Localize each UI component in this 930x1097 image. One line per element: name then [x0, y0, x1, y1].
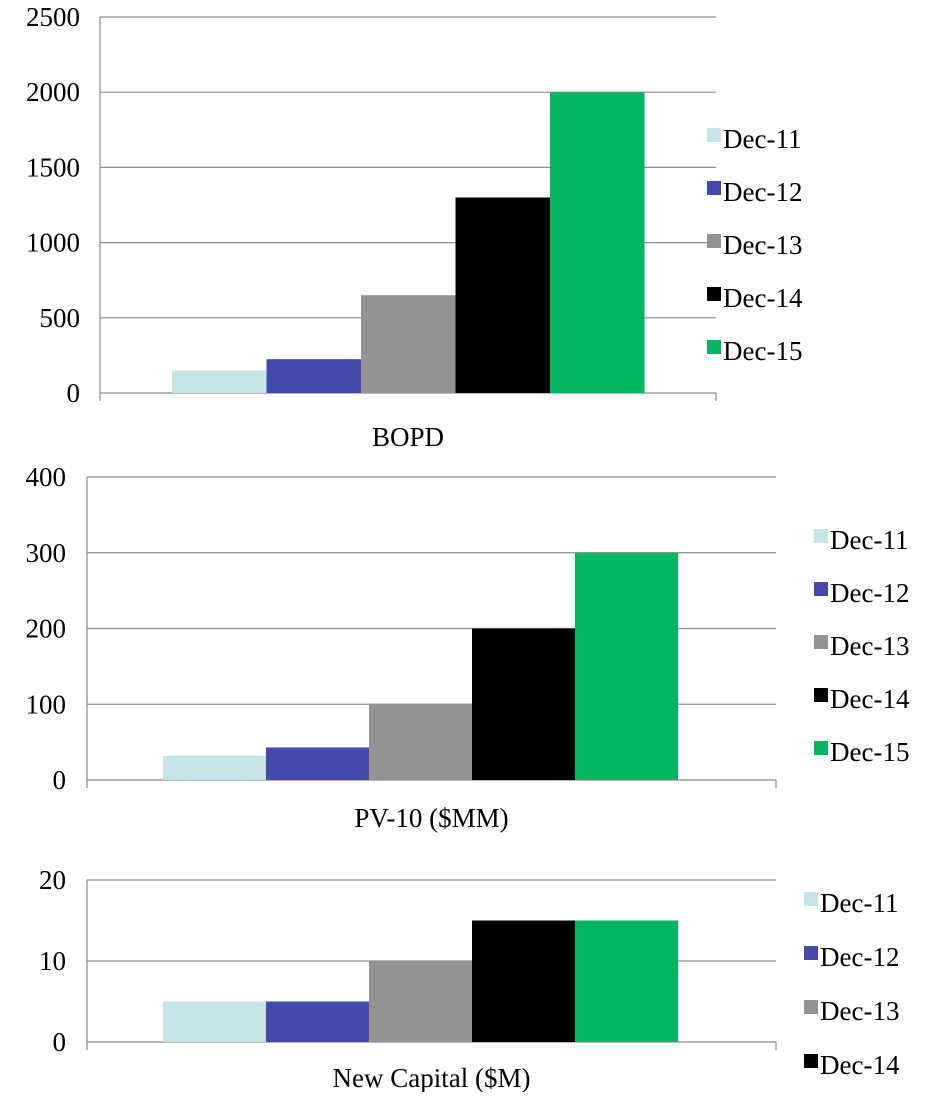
legend-label-dec-11: Dec-11 [723, 124, 801, 154]
legend-swatch-dec-12 [707, 181, 721, 195]
legend-swatch-dec-13 [707, 234, 721, 248]
y-tick-label: 0 [67, 378, 81, 408]
legend-swatch-dec-13 [814, 635, 828, 649]
bar-dec-13 [369, 961, 472, 1042]
legend-label-dec-12: Dec-12 [820, 942, 899, 972]
bar-dec-12 [266, 1001, 369, 1042]
y-tick-label: 10 [39, 946, 66, 976]
legend-label-dec-15: Dec-15 [830, 737, 909, 767]
category-label: PV-10 ($MM) [354, 803, 508, 833]
category-label: BOPD [372, 422, 444, 452]
legend-swatch-dec-15 [814, 741, 828, 755]
y-tick-label: 400 [26, 462, 67, 492]
legend-label-dec-12: Dec-12 [723, 177, 802, 207]
legend-label-dec-14: Dec-14 [830, 684, 910, 714]
legend-label-dec-11: Dec-11 [820, 888, 898, 918]
bar-dec-14 [472, 628, 575, 780]
legend-swatch-dec-15 [707, 340, 721, 354]
legend-label-dec-11: Dec-11 [830, 525, 908, 555]
legend-label-dec-12: Dec-12 [830, 578, 909, 608]
bar-dec-14 [472, 920, 575, 1042]
bar-dec-11 [163, 755, 266, 780]
y-tick-label: 300 [26, 538, 67, 568]
y-tick-label: 0 [53, 1027, 67, 1057]
legend-swatch-dec-14 [707, 287, 721, 301]
bar-dec-11 [163, 1001, 266, 1042]
category-label: New Capital ($M) [333, 1063, 531, 1092]
y-tick-label: 1500 [26, 152, 80, 182]
y-tick-label: 100 [26, 689, 67, 719]
legend-label-dec-14: Dec-14 [723, 283, 803, 313]
bar-dec-12 [266, 359, 361, 393]
y-tick-label: 0 [53, 765, 67, 795]
y-tick-label: 1000 [26, 228, 80, 258]
bar-dec-11 [172, 370, 267, 393]
legend-label-dec-13: Dec-13 [723, 230, 802, 260]
legend-swatch-dec-11 [707, 128, 721, 142]
bar-dec-15 [575, 920, 678, 1042]
y-tick-label: 20 [39, 865, 66, 895]
legend-swatch-dec-14 [804, 1054, 818, 1068]
y-tick-label: 500 [40, 303, 81, 333]
legend-swatch-dec-12 [814, 582, 828, 596]
legend-label-dec-14: Dec-14 [820, 1050, 900, 1080]
legend-swatch-dec-13 [804, 1000, 818, 1014]
legend-label-dec-13: Dec-13 [820, 996, 899, 1026]
bar-dec-15 [575, 552, 678, 780]
bar-dec-13 [369, 703, 472, 780]
y-tick-label: 200 [26, 614, 67, 644]
legend-swatch-dec-11 [814, 529, 828, 543]
bar-dec-15 [550, 92, 645, 393]
legend-swatch-dec-11 [804, 892, 818, 906]
bar-dec-12 [266, 747, 369, 780]
legend-label-dec-13: Dec-13 [830, 631, 909, 661]
y-tick-label: 2500 [26, 2, 80, 32]
y-tick-label: 2000 [26, 77, 80, 107]
legend-swatch-dec-12 [804, 946, 818, 960]
legend-label-dec-15: Dec-15 [723, 336, 802, 366]
legend-swatch-dec-14 [814, 688, 828, 702]
bar-dec-14 [455, 197, 550, 393]
bar-dec-13 [361, 295, 456, 393]
